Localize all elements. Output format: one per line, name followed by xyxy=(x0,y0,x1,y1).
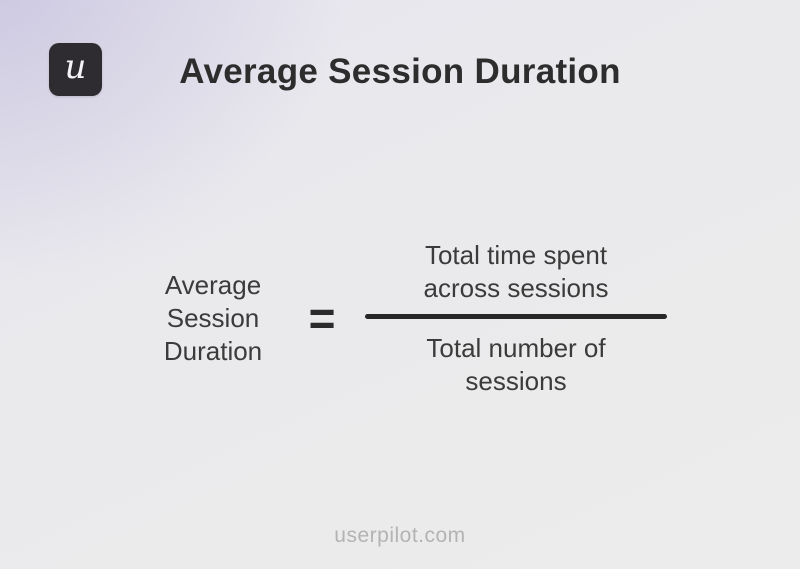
lhs-line-3: Duration xyxy=(163,335,263,366)
page-title: Average Session Duration xyxy=(179,52,621,91)
lhs-line-2: Session xyxy=(166,302,260,333)
equals-sign: = xyxy=(308,290,336,346)
formula-fraction: Total time spent across sessions Total n… xyxy=(365,239,667,398)
lhs-line-1: Average xyxy=(164,269,262,300)
userpilot-logo: u xyxy=(49,43,102,96)
formula-lhs: Average Session Duration xyxy=(157,269,269,368)
denominator-line-2: sessions xyxy=(465,365,567,396)
fraction-numerator: Total time spent across sessions xyxy=(365,239,667,305)
fraction-denominator: Total number of sessions xyxy=(365,332,667,398)
denominator-line-1: Total number of xyxy=(426,332,606,363)
numerator-line-2: across sessions xyxy=(423,272,609,303)
numerator-line-1: Total time spent xyxy=(424,239,608,270)
logo-u-letter: u xyxy=(64,46,87,87)
footer-url: userpilot.com xyxy=(334,524,466,547)
formula: Average Session Duration = Total time sp… xyxy=(157,237,667,399)
fraction-bar xyxy=(365,313,667,319)
